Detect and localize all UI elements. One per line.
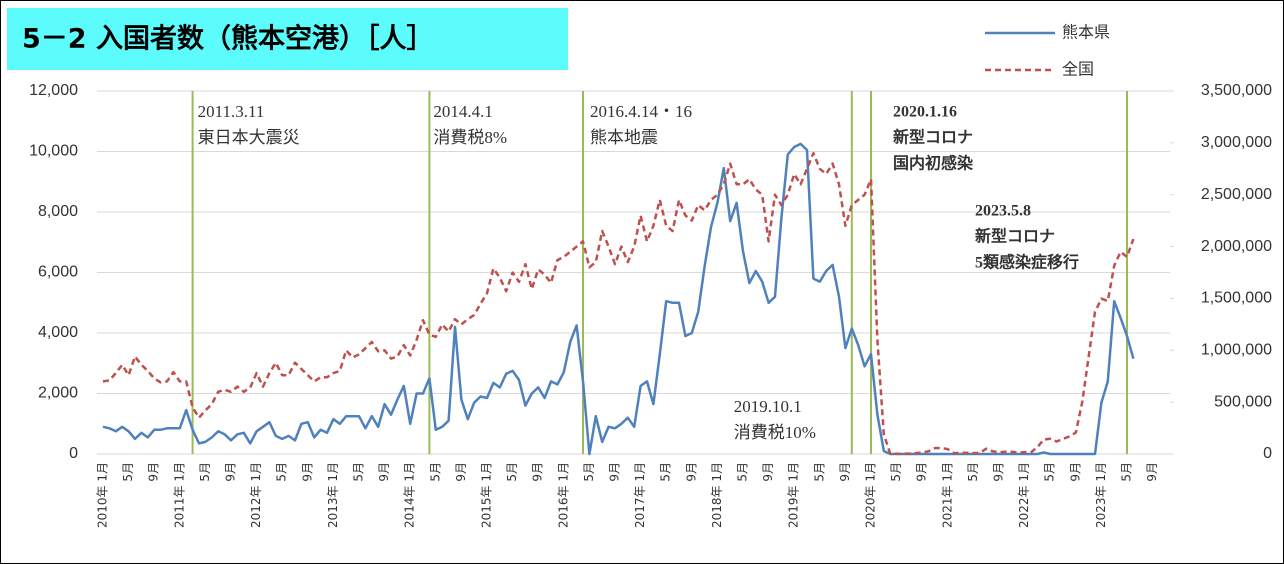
y2-tick-label: 3,000,000 <box>1201 134 1272 151</box>
x-tick-label: 2013年 1月 <box>326 462 340 528</box>
y2-tick-label: 0 <box>1263 445 1272 462</box>
y2-tick-label: 3,500,000 <box>1201 82 1272 99</box>
x-tick-label: 9月 <box>531 462 545 482</box>
x-tick-label: 9月 <box>454 462 468 482</box>
y-tick-label: 12,000 <box>29 82 78 99</box>
annotation: 国内初感染 <box>893 154 974 173</box>
x-tick-label: 2014年 1月 <box>403 462 417 528</box>
x-tick-label: 5月 <box>505 462 519 482</box>
series-line <box>102 151 1135 456</box>
y2-tick-label: 1,500,000 <box>1201 290 1272 307</box>
x-tick-label: 9月 <box>761 462 775 482</box>
annotation: 東日本大震災 <box>198 128 300 147</box>
x-tick-label: 2018年 1月 <box>710 462 724 528</box>
x-tick-label: 2019年 1月 <box>787 462 801 528</box>
y2-tick-label: 1,000,000 <box>1201 342 1272 359</box>
x-tick-label: 5月 <box>275 462 289 482</box>
y-tick-label: 2,000 <box>38 385 78 402</box>
annotation: 2023.5.8 <box>975 203 1031 220</box>
x-tick-label: 9月 <box>992 462 1006 482</box>
x-tick-label: 9月 <box>147 462 161 482</box>
x-tick-label: 5月 <box>736 462 750 482</box>
x-tick-label: 5月 <box>582 462 596 482</box>
annotation: 2019.10.1 <box>734 397 802 416</box>
annotation: 新型コロナ <box>893 128 973 147</box>
x-tick-label: 2015年 1月 <box>480 462 494 528</box>
legend-label: 熊本県 <box>1062 23 1110 42</box>
x-tick-label: 2021年 1月 <box>940 462 954 528</box>
annotation: 2011.3.11 <box>198 102 265 121</box>
x-tick-label: 9月 <box>1068 462 1082 482</box>
x-tick-label: 2017年 1月 <box>633 462 647 528</box>
x-tick-label: 2020年 1月 <box>864 462 878 528</box>
x-tick-label: 5月 <box>966 462 980 482</box>
x-tick-label: 2012年 1月 <box>249 462 263 528</box>
chart-title: 5－2 入国者数（熊本空港）［人］ <box>22 23 433 55</box>
y-tick-label: 8,000 <box>38 203 78 220</box>
x-tick-label: 5月 <box>352 462 366 482</box>
x-tick-label: 9月 <box>684 462 698 482</box>
x-tick-label: 2010年 1月 <box>96 462 110 528</box>
x-tick-label: 5月 <box>428 462 442 482</box>
x-tick-label: 9月 <box>838 462 852 482</box>
x-tick-label: 9月 <box>300 462 314 482</box>
x-tick-label: 5月 <box>812 462 826 482</box>
x-tick-label: 9月 <box>224 462 238 482</box>
x-tick-label: 5月 <box>1120 462 1134 482</box>
x-tick-label: 9月 <box>608 462 622 482</box>
x-tick-label: 9月 <box>377 462 391 482</box>
y2-tick-label: 2,500,000 <box>1201 186 1272 203</box>
y-tick-label: 10,000 <box>29 143 78 160</box>
x-tick-label: 2022年 1月 <box>1017 462 1031 528</box>
annotation: 2020.1.16 <box>893 104 957 121</box>
y2-tick-label: 2,000,000 <box>1201 238 1272 255</box>
x-tick-label: 5月 <box>889 462 903 482</box>
x-tick-label: 5月 <box>121 462 135 482</box>
x-tick-label: 9月 <box>1145 462 1159 482</box>
y-tick-label: 4,000 <box>38 324 78 341</box>
x-tick-label: 2016年 1月 <box>556 462 570 528</box>
annotation: 消費税8% <box>433 128 507 147</box>
legend-label: 全国 <box>1062 60 1094 79</box>
annotation: 熊本地震 <box>590 128 658 147</box>
x-tick-label: 5月 <box>1043 462 1057 482</box>
series-line <box>102 142 1135 456</box>
y-tick-label: 0 <box>69 445 78 462</box>
annotation: 新型コロナ <box>975 227 1055 246</box>
x-tick-label: 5月 <box>659 462 673 482</box>
x-tick-label: 2011年 1月 <box>172 462 186 528</box>
x-tick-label: 2023年 1月 <box>1094 462 1108 528</box>
annotation: 消費税10% <box>734 423 816 442</box>
annotation: 5類感染症移行 <box>975 253 1079 272</box>
y2-tick-label: 500,000 <box>1214 393 1272 410</box>
annotation: 2016.4.14・16 <box>590 102 692 121</box>
title-box <box>7 8 568 70</box>
annotation: 2014.4.1 <box>433 102 493 121</box>
x-tick-label: 5月 <box>198 462 212 482</box>
y-tick-label: 6,000 <box>38 264 78 281</box>
x-tick-label: 9月 <box>915 462 929 482</box>
